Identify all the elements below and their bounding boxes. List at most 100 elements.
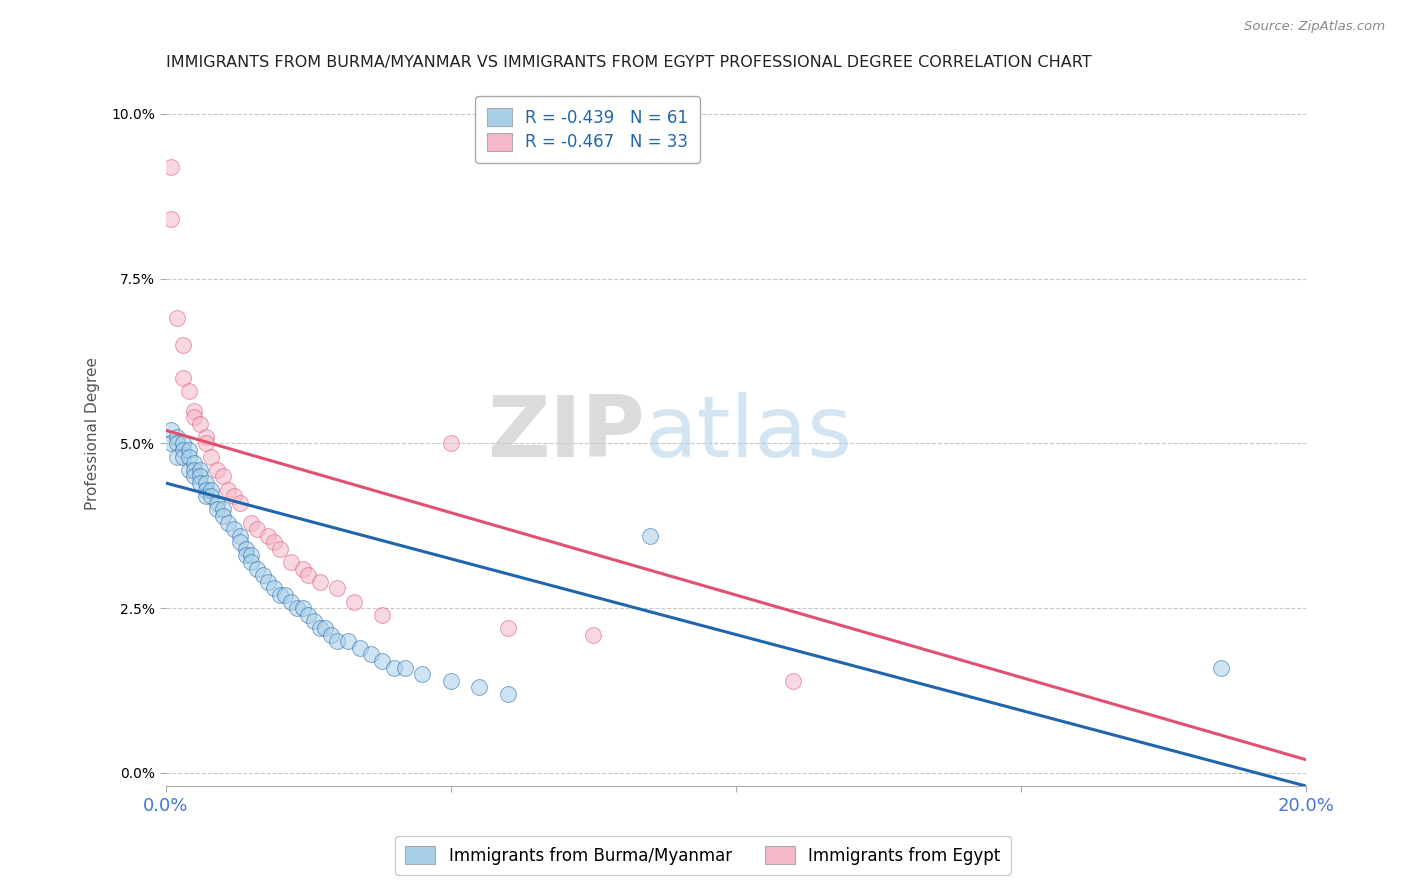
Text: ZIP: ZIP	[486, 392, 645, 475]
Point	[291, 562, 314, 576]
Legend: Immigrants from Burma/Myanmar, Immigrants from Egypt: Immigrants from Burma/Myanmar, Immigrant…	[395, 836, 1011, 875]
Text: atlas: atlas	[645, 392, 853, 475]
Point	[440, 673, 463, 688]
Point	[246, 562, 269, 576]
Point	[194, 483, 217, 497]
Point	[194, 430, 217, 444]
Point	[235, 549, 257, 563]
Point	[188, 469, 211, 483]
Point	[166, 436, 188, 450]
Point	[188, 463, 211, 477]
Point	[297, 568, 319, 582]
Point	[240, 555, 263, 569]
Point	[166, 311, 188, 326]
Point	[177, 384, 200, 398]
Point	[269, 541, 291, 556]
Point	[160, 212, 183, 227]
Point	[496, 621, 519, 635]
Point	[200, 450, 222, 464]
Text: IMMIGRANTS FROM BURMA/MYANMAR VS IMMIGRANTS FROM EGYPT PROFESSIONAL DEGREE CORRE: IMMIGRANTS FROM BURMA/MYANMAR VS IMMIGRA…	[166, 55, 1091, 70]
Point	[337, 634, 360, 648]
Point	[205, 496, 228, 510]
Point	[1209, 660, 1232, 674]
Point	[394, 660, 416, 674]
Point	[177, 450, 200, 464]
Point	[183, 456, 205, 470]
Point	[217, 483, 239, 497]
Point	[263, 582, 285, 596]
Point	[496, 687, 519, 701]
Point	[224, 489, 246, 503]
Point	[314, 621, 336, 635]
Point	[235, 541, 257, 556]
Point	[308, 574, 330, 589]
Point	[371, 654, 394, 668]
Point	[177, 443, 200, 458]
Point	[582, 627, 605, 641]
Point	[205, 502, 228, 516]
Point	[343, 594, 366, 608]
Point	[183, 469, 205, 483]
Point	[371, 607, 394, 622]
Point	[468, 681, 491, 695]
Point	[257, 529, 280, 543]
Point	[172, 443, 194, 458]
Y-axis label: Professional Degree: Professional Degree	[86, 357, 100, 510]
Point	[302, 615, 325, 629]
Text: Source: ZipAtlas.com: Source: ZipAtlas.com	[1244, 20, 1385, 33]
Point	[160, 423, 183, 437]
Point	[782, 673, 804, 688]
Point	[280, 555, 302, 569]
Point	[200, 489, 222, 503]
Point	[166, 430, 188, 444]
Point	[200, 483, 222, 497]
Point	[319, 627, 342, 641]
Point	[183, 403, 205, 417]
Point	[211, 502, 233, 516]
Point	[269, 588, 291, 602]
Point	[274, 588, 297, 602]
Point	[160, 160, 183, 174]
Point	[411, 667, 433, 681]
Point	[172, 436, 194, 450]
Point	[326, 634, 349, 648]
Point	[160, 436, 183, 450]
Point	[280, 594, 302, 608]
Point	[285, 601, 308, 615]
Point	[211, 508, 233, 523]
Point	[194, 436, 217, 450]
Point	[291, 601, 314, 615]
Point	[308, 621, 330, 635]
Point	[440, 436, 463, 450]
Point	[382, 660, 405, 674]
Point	[246, 522, 269, 536]
Point	[252, 568, 274, 582]
Point	[297, 607, 319, 622]
Point	[166, 450, 188, 464]
Legend: R = -0.439   N = 61, R = -0.467   N = 33: R = -0.439 N = 61, R = -0.467 N = 33	[475, 96, 700, 163]
Point	[229, 496, 252, 510]
Point	[172, 370, 194, 384]
Point	[349, 640, 371, 655]
Point	[183, 463, 205, 477]
Point	[205, 463, 228, 477]
Point	[183, 410, 205, 425]
Point	[640, 529, 662, 543]
Point	[217, 516, 239, 530]
Point	[229, 535, 252, 549]
Point	[172, 337, 194, 351]
Point	[177, 463, 200, 477]
Point	[240, 549, 263, 563]
Point	[326, 582, 349, 596]
Point	[194, 489, 217, 503]
Point	[211, 469, 233, 483]
Point	[194, 475, 217, 490]
Point	[188, 475, 211, 490]
Point	[360, 648, 382, 662]
Point	[257, 574, 280, 589]
Point	[240, 516, 263, 530]
Point	[188, 417, 211, 431]
Point	[229, 529, 252, 543]
Point	[263, 535, 285, 549]
Point	[224, 522, 246, 536]
